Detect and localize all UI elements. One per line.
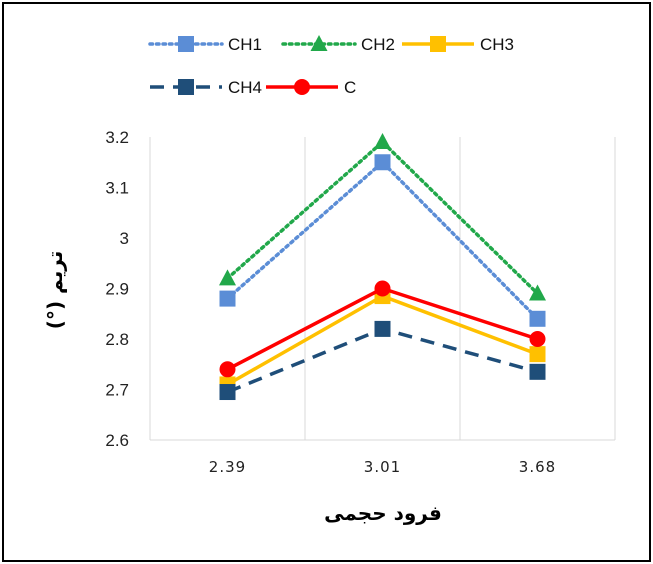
y-tick-label: 2.7 [105,381,129,400]
data-point [374,154,391,171]
series-ch3 [219,288,546,393]
legend-label: CH2 [361,35,395,54]
legend-marker [294,79,310,95]
data-point [529,331,546,347]
legend-label: CH4 [228,78,262,97]
data-point [219,384,236,401]
x-tick-label: 3.01 [364,458,401,476]
data-point [529,310,546,327]
legend-marker [430,36,446,52]
y-tick-label: 2.8 [105,330,129,349]
y-axis-title: تریم (°) [43,251,67,329]
x-tick-label: 3.68 [519,458,556,476]
data-point [219,269,236,286]
legend-item-ch1: CH1 [148,35,262,54]
data-point [374,133,391,150]
legend-label: CH3 [480,35,514,54]
y-tick-label: 2.6 [105,431,129,450]
legend-label: C [344,78,356,97]
data-point [219,290,236,307]
x-tick-labels: 2.39 3.01 3.68 [209,458,556,476]
y-tick-label: 3 [120,229,129,248]
data-point [219,361,236,378]
y-tick-labels: 2.6 2.7 2.8 2.9 3 3.1 3.2 [105,128,129,450]
x-tick-label: 2.39 [209,458,246,476]
series-ch1 [219,154,546,327]
data-point [529,284,546,301]
data-point [529,363,546,380]
series-layer [219,133,546,401]
data-point [374,320,391,337]
legend-item-c: C [266,78,356,97]
series-c [219,280,546,378]
legend-marker [178,36,194,52]
data-point [529,346,546,363]
legend: CH1 CH2 CH3 CH4 C [148,35,514,97]
legend-item-ch4: CH4 [150,78,262,97]
legend-marker [310,35,328,51]
legend-item-ch3: CH3 [402,35,514,54]
series-ch4 [219,320,546,401]
legend-item-ch2: CH2 [281,35,395,54]
y-tick-label: 3.2 [105,128,129,147]
series-line [226,294,539,386]
legend-label: CH1 [228,35,262,54]
legend-marker [178,79,194,95]
y-tick-label: 3.1 [105,179,129,198]
y-tick-label: 2.9 [105,280,129,299]
x-axis-title: فرود حجمی [324,501,442,525]
gridlines [149,137,616,440]
series-ch2 [219,133,546,301]
data-point [374,280,391,297]
